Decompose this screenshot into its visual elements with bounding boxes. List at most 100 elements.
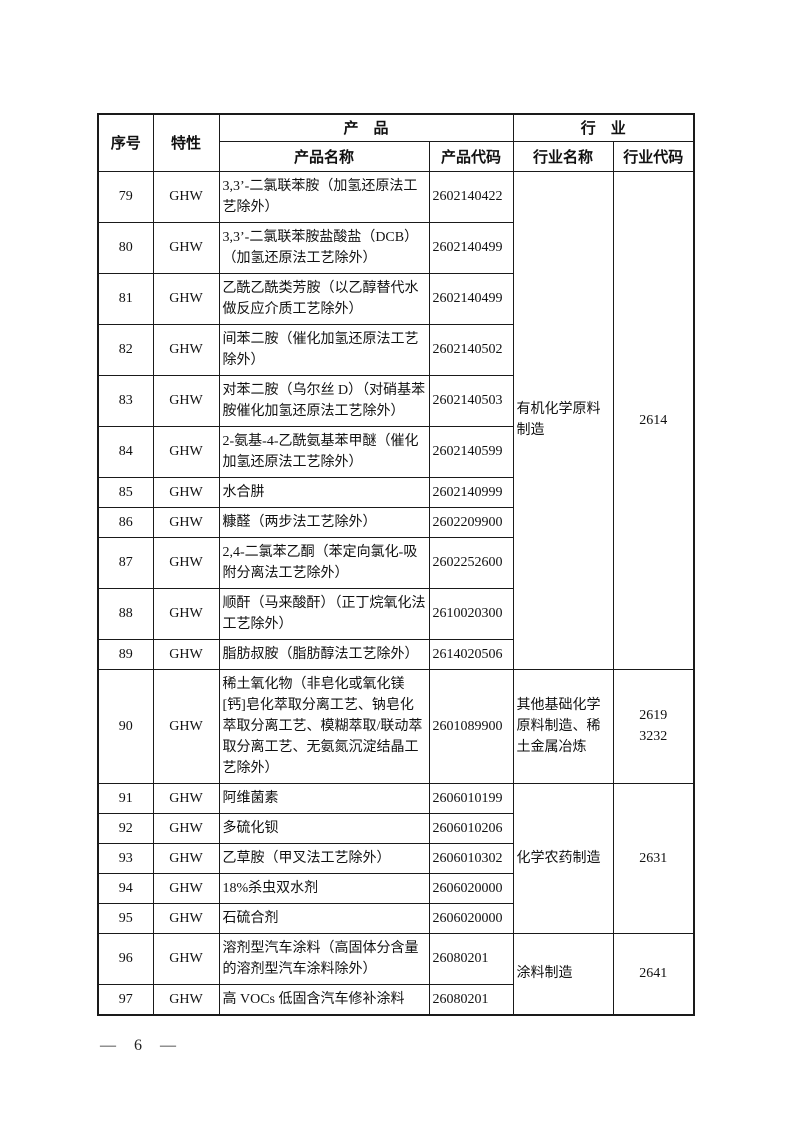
- industry-code-cell: 2641: [612, 932, 695, 1015]
- row-number-cell: 97: [97, 983, 154, 1015]
- industry-name-cell: 化学农药制造: [512, 782, 614, 934]
- product-name-cell: 乙酰乙酰类芳胺（以乙醇替代水做反应介质工艺除外）: [218, 272, 430, 325]
- product-name-cell: 水合肼: [218, 476, 430, 508]
- product-name-cell: 高 VOCs 低固含汽车修补涂料: [218, 983, 430, 1015]
- table-row: 82 GHW 间苯二胺（催化加氢还原法工艺除外） 2602140502: [97, 323, 694, 376]
- page-number: — 6 —: [100, 1037, 178, 1054]
- product-name-cell: 18%杀虫双水剂: [218, 872, 430, 904]
- product-name-cell: 溶剂型汽车涂料（高固体分含量的溶剂型汽车涂料除外）: [218, 932, 430, 985]
- row-number-cell: 92: [97, 812, 154, 844]
- property-cell: GHW: [152, 323, 220, 376]
- table-row: 86 GHW 糠醛（两步法工艺除外） 2602209900: [97, 506, 694, 538]
- property-cell: GHW: [152, 425, 220, 478]
- product-name-cell: 脂肪叔胺（脂肪醇法工艺除外）: [218, 638, 430, 670]
- product-code-cell: 2602140503: [428, 374, 514, 427]
- product-code-cell: 2602140422: [428, 170, 514, 223]
- product-code-cell: 2602140499: [428, 221, 514, 274]
- property-cell: GHW: [152, 983, 220, 1015]
- property-cell: GHW: [152, 170, 220, 223]
- industry-name-cell: 有机化学原料制造: [512, 170, 614, 670]
- property-cell: GHW: [152, 476, 220, 508]
- row-number-cell: 83: [97, 374, 154, 427]
- product-code-cell: 26080201: [428, 932, 514, 985]
- row-number-cell: 94: [97, 872, 154, 904]
- row-number-cell: 79: [97, 170, 154, 223]
- product-name-cell: 2-氨基-4-乙酰氨基苯甲醚（催化加氢还原法工艺除外）: [218, 425, 430, 478]
- product-code-cell: 2606020000: [428, 872, 514, 904]
- header-product-name: 产品名称: [218, 140, 430, 172]
- table-header: 序号 特性 产 品 行 业 产品名称 产品代码 行业名称 行业代码: [97, 113, 695, 172]
- table-row: 88 GHW 顺酐（马来酸酐）（正丁烷氧化法工艺除外） 2610020300: [97, 587, 694, 640]
- header-serial-number: 序号: [97, 113, 154, 172]
- product-name-cell: 糠醛（两步法工艺除外）: [218, 506, 430, 538]
- row-number-cell: 89: [97, 638, 154, 670]
- product-name-cell: 2,4-二氯苯乙酮（苯定向氯化-吸附分离法工艺除外）: [218, 536, 430, 589]
- header-industry-name: 行业名称: [512, 140, 614, 172]
- row-number-cell: 96: [97, 932, 154, 985]
- header-row-top: 序号 特性 产 品 行 业: [97, 113, 695, 172]
- table-row: 96 GHW 溶剂型汽车涂料（高固体分含量的溶剂型汽车涂料除外） 26080201 涂料…: [97, 932, 695, 1015]
- property-cell: GHW: [152, 638, 220, 670]
- property-cell: GHW: [152, 872, 220, 904]
- row-number-cell: 80: [97, 221, 154, 274]
- row-number-cell: 93: [97, 842, 154, 874]
- product-code-cell: 2602140999: [428, 476, 514, 508]
- product-name-cell: 3,3’-二氯联苯胺（加氢还原法工艺除外）: [218, 170, 430, 223]
- row-number-cell: 90: [97, 668, 154, 784]
- product-code-cell: 2602140599: [428, 425, 514, 478]
- property-cell: GHW: [152, 932, 220, 985]
- industry-code-cell: 2631: [612, 782, 695, 934]
- row-number-cell: 85: [97, 476, 154, 508]
- property-cell: GHW: [152, 668, 220, 784]
- product-code-cell: 2614020506: [428, 638, 514, 670]
- header-industry-code: 行业代码: [612, 140, 695, 172]
- product-code-cell: 26080201: [428, 983, 514, 1015]
- product-industry-table: 序号 特性 产 品 行 业 产品名称 产品代码 行业名称 行业代码 79 GHW 3…: [97, 113, 696, 1016]
- product-name-cell: 多硫化钡: [218, 812, 430, 844]
- table-row: 84 GHW 2-氨基-4-乙酰氨基苯甲醚（催化加氢还原法工艺除外） 26021405…: [97, 425, 694, 478]
- table-row: 92 GHW 多硫化钡 2606010206: [97, 812, 694, 844]
- property-cell: GHW: [152, 221, 220, 274]
- industry-code-cell: 2619 3232: [612, 668, 695, 784]
- header-product-code: 产品代码: [428, 140, 514, 172]
- row-number-cell: 95: [97, 902, 154, 934]
- product-name-cell: 乙草胺（甲叉法工艺除外）: [218, 842, 430, 874]
- product-code-cell: 2606020000: [428, 902, 514, 934]
- table-row: 80 GHW 3,3’-二氯联苯胺盐酸盐（DCB）（加氢还原法工艺除外） 260214…: [97, 221, 694, 274]
- table-row: 93 GHW 乙草胺（甲叉法工艺除外） 2606010302: [97, 842, 694, 874]
- product-code-cell: 2606010206: [428, 812, 514, 844]
- product-name-cell: 间苯二胺（催化加氢还原法工艺除外）: [218, 323, 430, 376]
- product-code-cell: 2602140502: [428, 323, 514, 376]
- property-cell: GHW: [152, 842, 220, 874]
- property-cell: GHW: [152, 536, 220, 589]
- row-number-cell: 84: [97, 425, 154, 478]
- industry-name-cell: 涂料制造: [512, 932, 614, 1015]
- table-row: 81 GHW 乙酰乙酰类芳胺（以乙醇替代水做反应介质工艺除外） 2602140499: [97, 272, 694, 325]
- table-row: 89 GHW 脂肪叔胺（脂肪醇法工艺除外） 2614020506: [97, 638, 694, 670]
- row-number-cell: 81: [97, 272, 154, 325]
- table-row: 91 GHW 阿维菌素 2606010199 化学农药制造 2631: [97, 782, 695, 934]
- row-number-cell: 91: [97, 782, 154, 814]
- row-number-cell: 87: [97, 536, 154, 589]
- header-property: 特性: [152, 113, 220, 172]
- row-number-cell: 88: [97, 587, 154, 640]
- product-name-cell: 阿维菌素: [218, 782, 430, 814]
- product-name-cell: 稀土氧化物（非皂化或氧化镁[钙]皂化萃取分离工艺、钠皂化萃取分离工艺、模糊萃取/…: [218, 668, 430, 784]
- header-industry-group: 行 业: [512, 113, 695, 142]
- table-row: 90 GHW 稀土氧化物（非皂化或氧化镁[钙]皂化萃取分离工艺、钠皂化萃取分离工艺、…: [97, 668, 695, 784]
- industry-code-cell: 2614: [612, 170, 695, 670]
- row-number-cell: 86: [97, 506, 154, 538]
- property-cell: GHW: [152, 272, 220, 325]
- table-row: 83 GHW 对苯二胺（乌尔丝 D）（对硝基苯胺催化加氢还原法工艺除外） 260214…: [97, 374, 694, 427]
- product-code-cell: 2602209900: [428, 506, 514, 538]
- product-name-cell: 3,3’-二氯联苯胺盐酸盐（DCB）（加氢还原法工艺除外）: [218, 221, 430, 274]
- table-body: 79 GHW 3,3’-二氯联苯胺（加氢还原法工艺除外） 2602140422 有机化学…: [97, 170, 695, 1015]
- product-code-cell: 2610020300: [428, 587, 514, 640]
- product-code-cell: 2606010199: [428, 782, 514, 814]
- product-code-cell: 2602140499: [428, 272, 514, 325]
- property-cell: GHW: [152, 506, 220, 538]
- property-cell: GHW: [152, 902, 220, 934]
- table-row: 95 GHW 石硫合剂 2606020000: [97, 902, 694, 934]
- property-cell: GHW: [152, 374, 220, 427]
